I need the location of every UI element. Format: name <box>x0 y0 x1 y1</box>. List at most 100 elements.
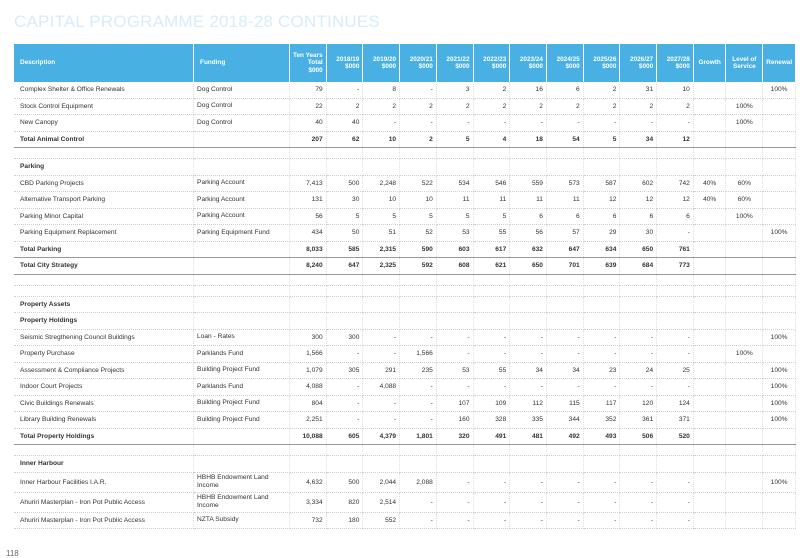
cell-funding <box>193 241 290 258</box>
cell-2019-20 <box>362 312 401 330</box>
cell-2023-24: - <box>509 472 547 493</box>
page-number: 118 <box>6 549 19 558</box>
cell-2020-21: - <box>399 411 437 429</box>
section-heading-row: Property Holdings <box>14 312 796 330</box>
cell-2024-25 <box>546 147 584 159</box>
cell-level-of-service <box>725 411 764 429</box>
cell-2022-23: - <box>473 345 511 363</box>
section-heading-row: Parking <box>14 158 796 176</box>
cell-funding <box>193 428 290 445</box>
cell-2022-23: - <box>473 114 511 132</box>
cell-2024-25: 573 <box>546 175 584 192</box>
cell-2023-24: 11 <box>509 191 547 209</box>
cell-level-of-service <box>725 285 764 297</box>
cell-2019-20 <box>362 285 401 297</box>
cell-2018-19: 305 <box>326 362 364 379</box>
cell-growth <box>693 312 727 330</box>
cell-growth <box>693 411 727 429</box>
cell-renewal: 100% <box>762 362 796 379</box>
cell-ten-years-total: 56 <box>289 208 327 225</box>
cell-2024-25: - <box>546 329 584 346</box>
cell-2021-22: 2 <box>436 98 474 115</box>
cell-2022-23: - <box>473 492 511 513</box>
cell-funding <box>193 444 290 456</box>
cell-2019-20: 2 <box>362 98 401 115</box>
cell-2026-27: 6 <box>619 208 658 225</box>
cell-description <box>14 444 195 456</box>
cell-ten-years-total <box>289 274 327 286</box>
cell-2021-22: 320 <box>436 428 474 445</box>
cell-growth <box>693 395 727 412</box>
cell-2023-24: 632 <box>509 241 547 258</box>
cell-2019-20 <box>362 147 401 159</box>
cell-2026-27: 506 <box>619 428 658 445</box>
cell-2019-20: 2,315 <box>362 241 401 258</box>
cell-growth <box>693 512 727 529</box>
table-row: Parking Equipment Replacement Parking Equ… <box>14 224 796 242</box>
cell-2022-23: - <box>473 512 511 529</box>
spacer-row <box>14 274 796 286</box>
cell-ten-years-total: 7,413 <box>289 175 327 192</box>
cell-funding: Parking Account <box>193 175 290 192</box>
cell-2019-20: - <box>362 411 401 429</box>
cell-funding <box>193 285 290 297</box>
cell-2023-24: - <box>509 378 547 396</box>
cell-level-of-service <box>725 492 764 513</box>
cell-level-of-service: 100% <box>725 345 764 363</box>
cell-renewal <box>762 274 796 286</box>
cell-2020-21: 522 <box>399 175 437 192</box>
cell-2020-21: - <box>399 512 437 529</box>
cell-growth: 40% <box>693 191 727 209</box>
cell-2025-26: 12 <box>583 191 621 209</box>
cell-2018-19: - <box>326 411 364 429</box>
cell-funding <box>193 455 290 473</box>
cell-2027-28: - <box>656 329 694 346</box>
capital-programme-table: Description Funding Ten Years Total $000… <box>14 44 796 529</box>
cell-2021-22: 11 <box>436 191 474 209</box>
cell-2020-21: 590 <box>399 241 437 258</box>
cell-2019-20: - <box>362 329 401 346</box>
cell-2024-25: 344 <box>546 411 584 429</box>
cell-2022-23: 491 <box>473 428 511 445</box>
cell-2026-27: - <box>619 378 658 396</box>
cell-2022-23: 109 <box>473 395 511 412</box>
cell-2021-22: 107 <box>436 395 474 412</box>
cell-2022-23 <box>473 158 511 176</box>
cell-description: Inner Harbour <box>14 455 195 473</box>
cell-2019-20: 8 <box>362 82 401 99</box>
cell-2027-28: - <box>656 512 694 529</box>
cell-funding: HBHB Endowment Land Income <box>193 492 290 513</box>
cell-2026-27: - <box>619 345 658 363</box>
cell-2024-25 <box>546 274 584 286</box>
cell-2022-23: 11 <box>473 191 511 209</box>
cell-ten-years-total <box>289 312 327 330</box>
cell-2020-21: - <box>399 114 437 132</box>
cell-2021-22: 603 <box>436 241 474 258</box>
cell-2025-26: 23 <box>583 362 621 379</box>
cell-2023-24: 650 <box>509 257 547 275</box>
cell-2026-27: 24 <box>619 362 658 379</box>
cell-funding <box>193 312 290 330</box>
cell-level-of-service: 60% <box>725 175 764 192</box>
cell-renewal <box>762 208 796 225</box>
cell-2018-19: 585 <box>326 241 364 258</box>
cell-2022-23 <box>473 285 511 297</box>
cell-description: Parking Minor Capital <box>14 208 195 225</box>
cell-renewal <box>762 492 796 513</box>
table-row: Civic Buildings Renewals Building Project… <box>14 395 796 412</box>
table-row: Inner Harbour Facilities I.A.R. HBHB Endo… <box>14 472 796 493</box>
cell-2020-21: 235 <box>399 362 437 379</box>
header-2023-24: 2023/24 $000 <box>509 44 547 82</box>
cell-2018-19 <box>326 274 364 286</box>
cell-2018-19: 40 <box>326 114 364 132</box>
cell-2022-23: 5 <box>473 208 511 225</box>
cell-ten-years-total: 2,251 <box>289 411 327 429</box>
cell-2026-27: - <box>619 114 658 132</box>
cell-2022-23: 55 <box>473 362 511 379</box>
cell-2020-21: - <box>399 329 437 346</box>
table-row: Parking Minor Capital Parking Account 56 5 5… <box>14 208 796 225</box>
cell-description: Total City Strategy <box>14 257 195 275</box>
cell-description: Parking Equipment Replacement <box>14 224 195 242</box>
header-2021-22: 2021/22 $000 <box>436 44 474 82</box>
cell-2025-26 <box>583 312 621 330</box>
